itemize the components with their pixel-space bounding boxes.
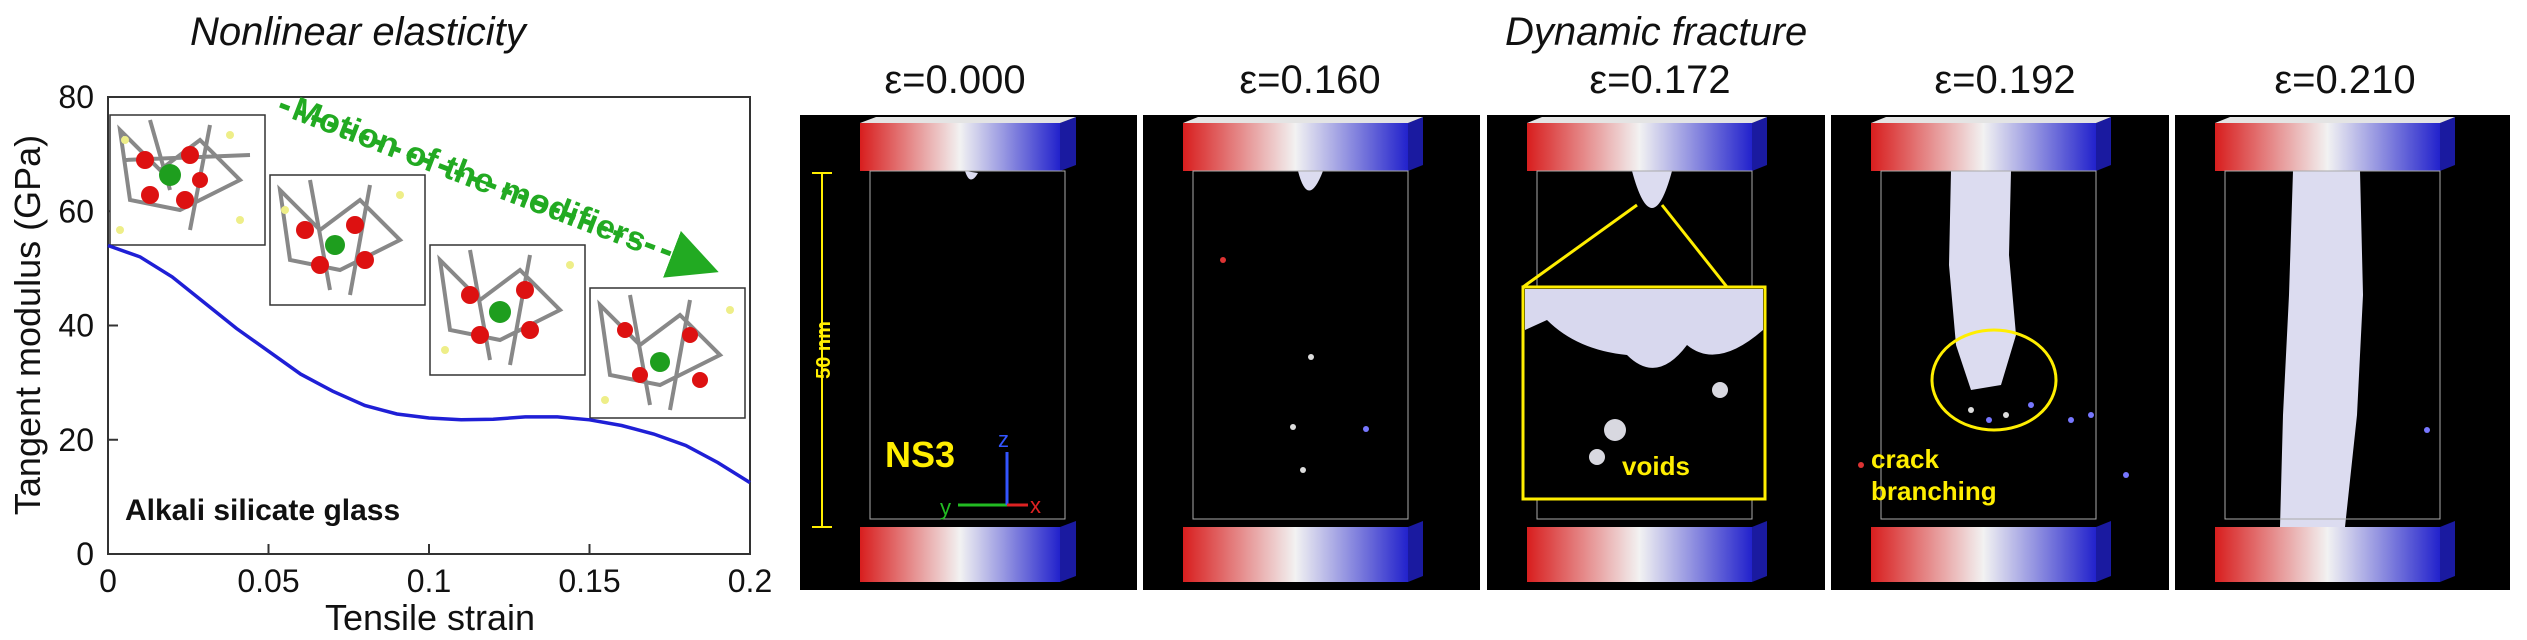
- fracture-panel-5: [2175, 115, 2510, 590]
- y-tick-label-4: 80: [58, 79, 94, 115]
- x-tick-label-3: 0.15: [558, 563, 620, 599]
- right-section-title: Dynamic fracture: [1505, 10, 1808, 54]
- axis-label-z: z: [998, 427, 1009, 452]
- fracture-panel-1: 50 nm NS3 y z x: [800, 115, 1137, 590]
- strain-label-1: ε=0.000: [884, 58, 1026, 102]
- crack-branching-circle: [1930, 328, 2058, 432]
- fracture-panel-4: crack branching: [1831, 115, 2169, 590]
- crack-label-1: crack: [1871, 444, 1939, 474]
- x-tick-label-0: 0: [99, 563, 117, 599]
- y-tick-label-0: 0: [76, 536, 94, 572]
- sample-label: NS3: [885, 434, 955, 475]
- y-axis-label: Tangent modulus (GPa): [7, 135, 48, 515]
- x-tick-label-4: 0.2: [728, 563, 772, 599]
- x-tick-label-1: 0.05: [237, 563, 299, 599]
- atomic-snapshot-4: [589, 287, 746, 419]
- y-tick-label-2: 40: [58, 308, 94, 344]
- strain-label-5: ε=0.210: [2274, 58, 2416, 102]
- x-tick-label-2: 0.1: [407, 563, 451, 599]
- axis-label-x: x: [1030, 493, 1041, 518]
- voids-label: voids: [1622, 451, 1690, 481]
- y-tick-label-3: 60: [58, 193, 94, 229]
- series-line: [107, 243, 751, 485]
- tangent-modulus-chart: Tangent modulus (GPa) Tensile strain 0 0.…: [7, 79, 772, 638]
- strain-label-4: ε=0.192: [1934, 58, 2076, 102]
- left-section-title: Nonlinear elasticity: [190, 10, 526, 54]
- atomic-snapshot-2: [269, 174, 426, 306]
- atomic-snapshot-3: [429, 244, 586, 376]
- motion-arrow: [279, 102, 719, 278]
- strain-label-3: ε=0.172: [1589, 58, 1731, 102]
- atomic-snapshot-1: [109, 114, 266, 246]
- fracture-panel-3: voids: [1487, 115, 1825, 590]
- y-tick-label-1: 20: [58, 422, 94, 458]
- material-label: Alkali silicate glass: [125, 494, 400, 527]
- scale-label: 50 nm: [813, 321, 835, 379]
- axis-label-y: y: [940, 495, 951, 520]
- x-axis-label: Tensile strain: [325, 597, 535, 638]
- crack-label-2: branching: [1871, 476, 1997, 506]
- strain-label-2: ε=0.160: [1239, 58, 1381, 102]
- fracture-panel-2: [1143, 115, 1480, 590]
